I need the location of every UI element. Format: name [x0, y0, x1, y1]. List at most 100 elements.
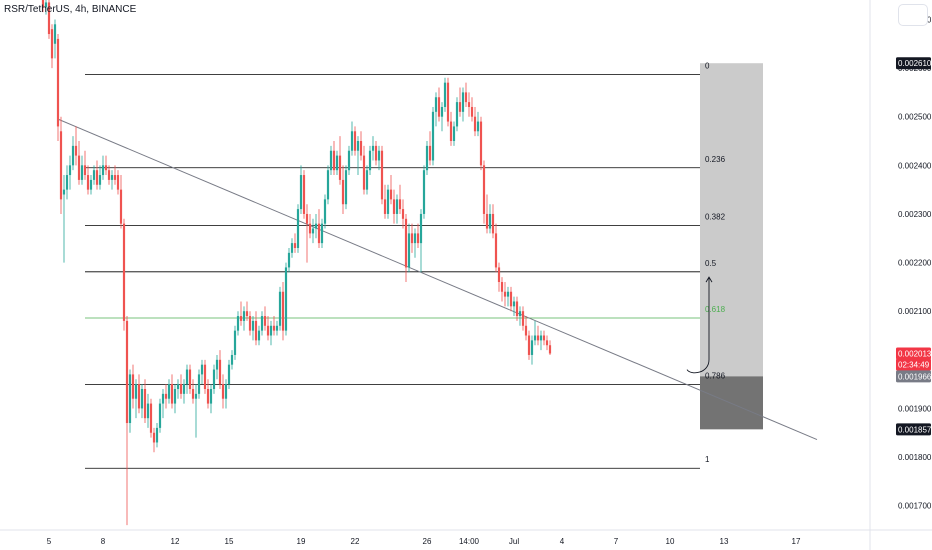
y-tick-label: 0.001700 — [898, 502, 932, 511]
candle-body — [392, 199, 396, 214]
candle-body — [416, 233, 420, 244]
y-tick-label: 0.002100 — [898, 307, 932, 316]
candle-body — [155, 427, 159, 443]
candle — [485, 194, 489, 234]
candle-body — [311, 228, 315, 234]
candle-body — [347, 150, 351, 171]
candle — [320, 218, 324, 248]
candle-body — [215, 359, 219, 370]
candle-body — [548, 345, 552, 354]
candle-body — [134, 384, 138, 399]
candle-body — [68, 165, 72, 176]
candle — [65, 165, 69, 200]
candle — [527, 330, 531, 360]
candle-body — [110, 175, 114, 180]
candle-body — [257, 330, 261, 341]
candle — [395, 194, 399, 224]
candle — [77, 141, 81, 185]
candle — [305, 204, 309, 263]
candle — [179, 374, 183, 399]
candle — [329, 145, 333, 176]
candle — [443, 77, 447, 112]
candle-body — [143, 388, 147, 419]
candle — [164, 384, 168, 409]
candle-body — [329, 150, 333, 171]
candle — [470, 97, 474, 122]
candle — [449, 111, 453, 146]
price-badge: 0.002610 — [896, 57, 932, 70]
candle — [218, 350, 222, 389]
candle-body — [221, 384, 225, 399]
trendline[interactable] — [57, 118, 818, 441]
candle-body — [281, 291, 285, 331]
candle — [239, 301, 243, 326]
candle-body — [398, 199, 402, 210]
candle — [95, 160, 99, 190]
candle — [293, 233, 297, 253]
candle-body — [533, 335, 537, 341]
candle-body — [200, 364, 204, 375]
candle — [323, 194, 327, 229]
candle-body — [188, 369, 192, 389]
candle — [353, 126, 357, 156]
candle-body — [440, 106, 444, 117]
candle-body — [269, 325, 273, 336]
candle — [80, 155, 84, 185]
candle — [155, 423, 159, 448]
candle — [125, 316, 129, 526]
candle-body — [266, 325, 270, 336]
candle-body — [296, 209, 300, 248]
candle — [386, 184, 390, 219]
candle-body — [527, 335, 531, 355]
fib-level-label: 0.618 — [705, 305, 726, 314]
candle-body — [53, 24, 57, 44]
candle-body — [506, 291, 510, 297]
candle — [185, 364, 189, 394]
candle — [104, 155, 108, 176]
candle-body — [146, 403, 150, 419]
candle-body — [503, 291, 507, 297]
stop-zone[interactable] — [700, 376, 763, 430]
x-tick-label: 26 — [423, 537, 432, 546]
projection-arrow[interactable] — [686, 277, 710, 374]
price-badge-bg — [896, 57, 931, 70]
candle — [53, 19, 57, 59]
fib-retracement[interactable]: 0 0.236 0.382 0.5 0.618 0.786 1 — [85, 61, 726, 469]
candle — [83, 150, 87, 180]
candle-body — [86, 175, 90, 190]
candle — [539, 330, 543, 351]
candle-body — [140, 388, 144, 409]
candle-body — [125, 320, 129, 424]
candle — [389, 175, 393, 205]
candle — [548, 340, 552, 355]
candle — [368, 145, 372, 176]
candle — [530, 335, 534, 365]
candle-body — [446, 82, 450, 122]
candle-body — [401, 209, 405, 219]
candle-body — [194, 393, 198, 399]
fib-level-label: 0.382 — [705, 213, 726, 222]
candle — [119, 175, 123, 229]
price-badge-text: 0.002610 — [898, 59, 932, 68]
candle-body — [83, 165, 87, 176]
candle-body — [239, 316, 243, 321]
candle-body — [230, 354, 234, 365]
candle-body — [182, 384, 186, 394]
target-zone[interactable] — [700, 63, 763, 377]
candle — [56, 34, 60, 142]
candle — [146, 393, 150, 428]
candle-body — [425, 145, 429, 171]
candle-body — [92, 170, 96, 180]
candle-body — [464, 92, 468, 103]
x-tick-label: Jul — [509, 537, 519, 546]
candle-body — [431, 111, 435, 161]
candle — [272, 316, 276, 336]
candle — [200, 359, 204, 385]
candle-body — [458, 102, 462, 112]
chart-settings-button[interactable] — [898, 4, 928, 26]
candle — [506, 286, 510, 307]
candle — [452, 121, 456, 146]
plot-area: 0 0.236 0.382 0.5 0.618 0.786 1 — [41, 0, 818, 526]
x-tick-label: 10 — [666, 537, 675, 546]
